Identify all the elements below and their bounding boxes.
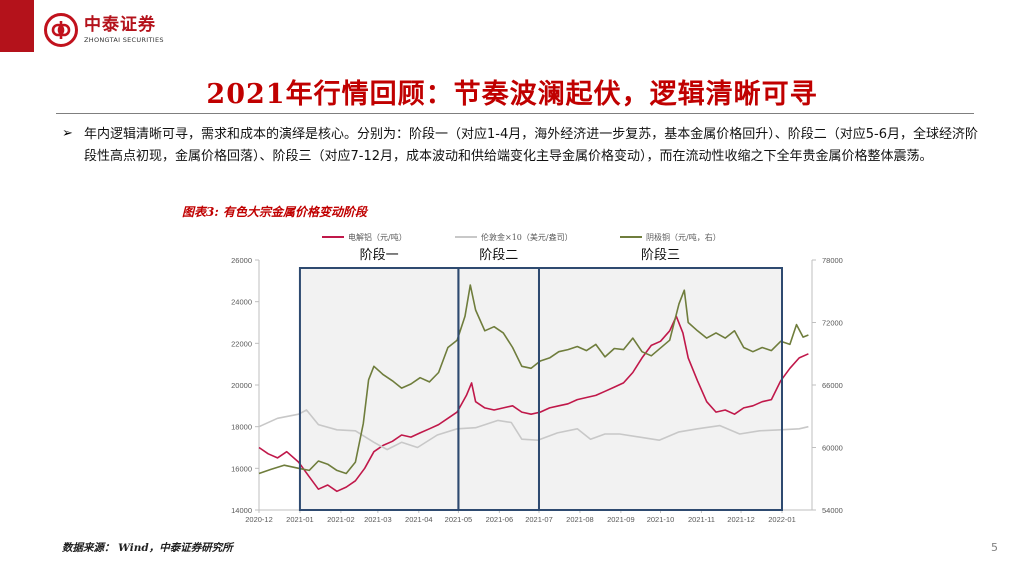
right-tick-label: 60000	[822, 444, 843, 453]
x-tick-label: 2021-12	[727, 515, 755, 524]
logo-symbol-icon	[51, 21, 71, 39]
left-tick-label: 22000	[231, 339, 252, 348]
x-tick-label: 2021-08	[566, 515, 594, 524]
logo-chinese-name: 中泰证券	[84, 15, 156, 35]
x-tick-label: 2021-01	[286, 515, 314, 524]
page-number: 5	[991, 541, 998, 554]
data-source: 数据来源： Wind，中泰证券研究所	[62, 542, 233, 554]
stage-background-2	[458, 268, 539, 510]
logo-english-name: ZHONGTAI SECURITIES	[84, 36, 164, 44]
x-tick-label: 2021-02	[327, 515, 355, 524]
x-tick-label: 2021-05	[445, 515, 473, 524]
x-tick-label: 2021-03	[364, 515, 392, 524]
left-tick-label: 18000	[231, 423, 252, 432]
legend-label-1: 电解铝（元/吨）	[348, 232, 407, 242]
legend-label-2: 伦敦金×10（美元/盎司）	[481, 232, 573, 242]
stage-label-1: 阶段一	[360, 248, 399, 263]
right-tick-label: 66000	[822, 381, 843, 390]
series-line-1	[258, 315, 809, 493]
bullet-arrow-icon: ➢	[62, 126, 73, 141]
left-tick-label: 16000	[231, 464, 252, 473]
stage-label-2: 阶段二	[479, 248, 518, 263]
stage-label-3: 阶段三	[641, 248, 680, 263]
series-line-3	[258, 284, 809, 475]
x-tick-label: 2022-01	[768, 515, 796, 524]
x-tick-label: 2021-07	[525, 515, 553, 524]
x-tick-label: 2021-11	[688, 515, 715, 524]
x-tick-label: 2021-10	[647, 515, 675, 524]
x-tick-label: 2021-04	[405, 515, 433, 524]
header-accent-bar	[0, 0, 34, 52]
left-tick-label: 14000	[231, 506, 252, 515]
right-tick-label: 72000	[822, 319, 843, 328]
stage-background-3	[538, 268, 782, 510]
title-divider	[56, 113, 974, 114]
right-tick-label: 78000	[822, 256, 843, 265]
company-logo: 中泰证券 ZHONGTAI SECURITIES	[44, 8, 164, 52]
x-tick-label: 2021-09	[607, 515, 635, 524]
right-tick-label: 54000	[822, 506, 843, 515]
left-tick-label: 24000	[231, 298, 252, 307]
summary-paragraph: 年内逻辑清晰可寻，需求和成本的演绎是核心。分别为：阶段一（对应1-4月，海外经济…	[84, 127, 978, 164]
figure-title: 图表3: 有色大宗金属价格变动阶段	[182, 205, 367, 219]
stage-background-1	[299, 268, 459, 510]
left-tick-label: 20000	[231, 381, 252, 390]
x-tick-label: 2021-06	[486, 515, 514, 524]
left-tick-label: 26000	[231, 256, 252, 265]
legend-label-3: 阴极铜（元/吨，右）	[646, 232, 721, 242]
slide-title: 2021年行情回顾：节奏波澜起伏，逻辑清晰可寻	[206, 79, 818, 110]
stage-box-3	[537, 267, 784, 511]
series-line-2	[258, 409, 809, 451]
zhongtai-logo-icon	[44, 13, 78, 47]
x-tick-label: 2020-12	[245, 515, 273, 524]
